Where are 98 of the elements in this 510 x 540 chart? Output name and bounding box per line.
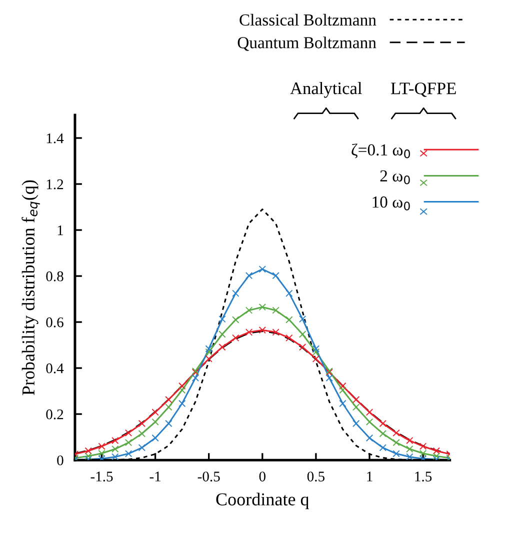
point — [205, 355, 212, 362]
point — [218, 330, 226, 338]
point — [124, 439, 132, 446]
point — [152, 434, 159, 442]
legend-label: ζ=0.1 ω$_{0}$ — [352, 144, 410, 158]
point — [98, 442, 106, 450]
legend-label: 10 ω$_{0}$ — [372, 196, 410, 210]
point — [152, 418, 159, 426]
x-tick-label: -1.5 — [90, 472, 113, 482]
point — [286, 334, 293, 342]
point — [392, 450, 400, 458]
y-tick-label: 0.2 — [46, 409, 64, 420]
point — [312, 348, 320, 356]
point — [312, 355, 320, 362]
x-tick-label: -0.5 — [198, 472, 220, 482]
point — [165, 420, 172, 428]
point — [352, 420, 360, 428]
point — [366, 434, 374, 442]
point — [392, 429, 400, 437]
point — [352, 404, 360, 411]
point — [165, 396, 172, 404]
point — [178, 382, 186, 390]
point — [298, 344, 306, 351]
x-tick-label: -1 — [150, 472, 160, 482]
point — [432, 447, 440, 454]
text: Analytical — [290, 82, 362, 98]
y-tick-label: 1 — [58, 225, 63, 236]
point — [379, 444, 386, 452]
point — [419, 450, 427, 457]
legend-label: Classical Boltzmann — [240, 14, 376, 26]
point — [178, 386, 186, 394]
text: LT-QFPE — [390, 82, 456, 97]
y-axis-title: Probability distribution f$_{eq}$(q) — [22, 180, 40, 396]
point — [124, 450, 132, 458]
point — [379, 430, 386, 438]
point — [258, 266, 266, 273]
point — [232, 334, 240, 342]
point — [138, 420, 146, 428]
point — [165, 404, 172, 411]
point — [152, 408, 159, 416]
point — [258, 326, 266, 334]
y-tick-label: 0.8 — [46, 271, 64, 282]
point — [138, 444, 146, 452]
point — [98, 450, 106, 457]
x-tick-label: 0 — [259, 472, 266, 482]
point — [339, 382, 346, 390]
x-tick-label: 1 — [367, 472, 372, 482]
point — [258, 304, 266, 311]
point — [205, 348, 212, 356]
point — [298, 315, 306, 323]
legend-label: 2 ω$_{0}$ — [380, 170, 410, 184]
point — [366, 408, 374, 416]
y-tick-label: 0 — [57, 455, 64, 466]
point — [232, 316, 240, 324]
point — [379, 420, 386, 428]
point — [406, 445, 414, 453]
point — [218, 344, 226, 351]
point — [272, 306, 280, 314]
point — [178, 400, 186, 408]
point — [245, 306, 253, 314]
point — [84, 452, 92, 460]
point — [112, 436, 119, 444]
point — [406, 436, 414, 444]
legend-label: Quantum Boltzmann — [238, 36, 376, 51]
point — [232, 290, 240, 297]
point — [245, 328, 253, 336]
y-tick-label: 0.6 — [46, 317, 64, 328]
point — [112, 453, 119, 460]
point — [298, 330, 306, 338]
x-tick-label: 0.5 — [307, 472, 324, 482]
point — [366, 418, 374, 426]
point — [138, 430, 146, 438]
point — [124, 429, 132, 437]
point — [192, 374, 200, 382]
point — [245, 272, 253, 280]
point — [352, 396, 360, 404]
point — [432, 452, 440, 460]
point — [98, 455, 106, 460]
point — [339, 400, 346, 408]
point — [272, 328, 280, 336]
point — [326, 374, 333, 382]
point — [312, 345, 320, 352]
point — [112, 445, 119, 453]
point — [84, 447, 92, 454]
x-tick-label: 1.5 — [415, 472, 432, 482]
y-tick-label: 0.4 — [46, 363, 64, 374]
point — [286, 316, 293, 324]
x-axis-title: Coordinate q — [216, 492, 309, 510]
point — [272, 272, 280, 280]
y-tick-label: 1.2 — [46, 179, 64, 190]
point — [205, 345, 212, 352]
point — [218, 315, 226, 323]
point — [339, 386, 346, 394]
point — [406, 453, 414, 460]
point — [286, 290, 293, 297]
point — [419, 442, 427, 450]
y-tick-label: 1.4 — [46, 133, 64, 144]
point — [392, 439, 400, 446]
